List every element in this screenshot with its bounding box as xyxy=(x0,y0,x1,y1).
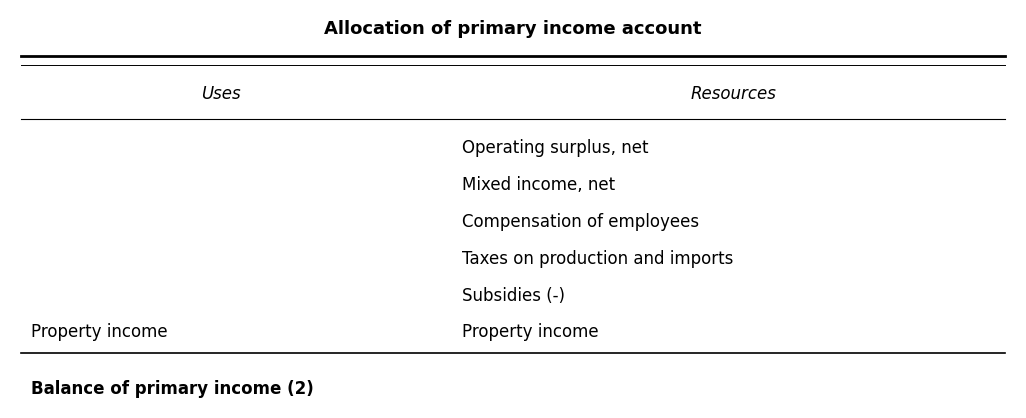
Text: Allocation of primary income account: Allocation of primary income account xyxy=(324,20,702,38)
Text: Property income: Property income xyxy=(462,323,598,342)
Text: Uses: Uses xyxy=(201,85,240,103)
Text: Compensation of employees: Compensation of employees xyxy=(462,213,699,231)
Text: Resources: Resources xyxy=(690,85,777,103)
Text: Taxes on production and imports: Taxes on production and imports xyxy=(462,250,733,268)
Text: Operating surplus, net: Operating surplus, net xyxy=(462,139,648,158)
Text: Mixed income, net: Mixed income, net xyxy=(462,176,615,194)
Text: Property income: Property income xyxy=(31,323,167,342)
Text: Subsidies (-): Subsidies (-) xyxy=(462,286,564,305)
Text: Balance of primary income (2): Balance of primary income (2) xyxy=(31,380,314,398)
